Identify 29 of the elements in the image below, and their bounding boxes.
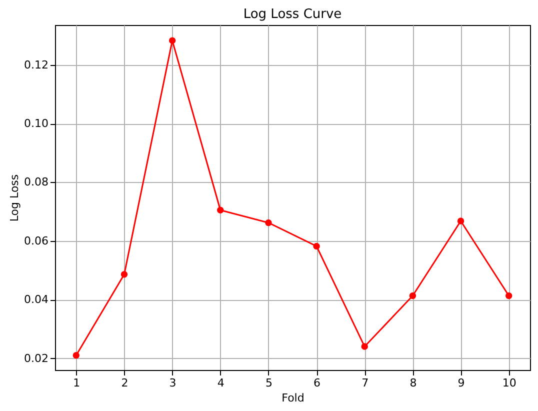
chart-title: Log Loss Curve [243,7,342,22]
point [217,206,224,214]
point [72,352,80,359]
y-tick-label: 0.04 [24,293,48,306]
x-tick-label: 5 [265,376,272,390]
x-tick-label: 9 [458,376,465,390]
point [120,271,128,278]
point [313,242,320,250]
x-tick-label: 7 [362,376,369,390]
y-tick-label: 0.12 [24,58,48,72]
y-tick-label: 0.06 [24,234,48,248]
point [265,219,272,226]
y-axis-title: Log Loss [8,174,22,222]
x-tick-label: 6 [314,376,321,390]
point [505,292,512,300]
point [168,37,176,44]
x-tick-label: 2 [121,376,128,390]
y-tick-label: 0.02 [24,352,48,365]
y-tick-label: 0.10 [24,117,48,130]
x-tick-label: 10 [502,376,516,390]
x-tick-label: 1 [73,376,80,390]
y-tick-label: 0.08 [24,176,48,189]
point [457,218,464,224]
point [409,292,416,300]
point [361,343,368,350]
x-tick-label: 8 [410,376,417,390]
x-axis-title: Fold [282,392,304,404]
x-tick-label: 4 [217,376,224,390]
x-tick-label: 3 [169,376,176,390]
